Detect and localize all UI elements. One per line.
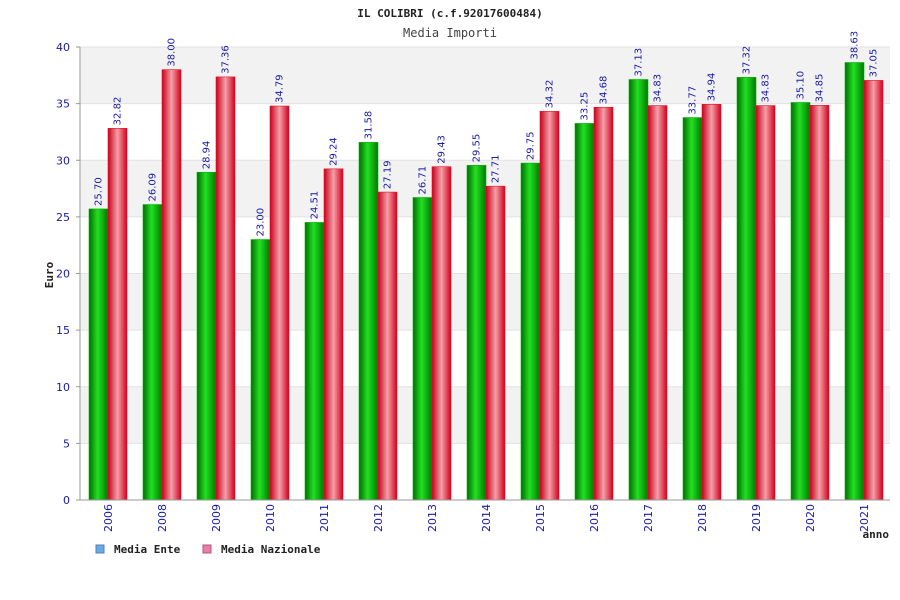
bar-media-nazionale (863, 80, 884, 501)
y-axis-ticks: 0 5 10 15 20 25 30 35 40 (56, 41, 70, 507)
bar-media-ente (520, 162, 541, 501)
y-tick-label: 25 (56, 211, 70, 224)
legend: Media Ente Media Nazionale (95, 543, 321, 556)
bar-media-nazionale (755, 105, 776, 501)
x-tick-label: 2017 (642, 504, 655, 532)
x-tick-label: 2009 (210, 504, 223, 532)
data-label: 34.83 (653, 74, 664, 103)
x-tick-label: 2018 (696, 504, 709, 532)
x-tick-label: 2014 (480, 504, 493, 532)
data-label: 23.00 (256, 208, 267, 237)
x-axis-ticks: 2006 2008 2009 2010 2011 2012 2013 2014 2015 2016… (102, 504, 871, 532)
x-tick-label: 2010 (264, 504, 277, 532)
x-axis-title: anno (863, 528, 890, 541)
bar-media-ente (628, 79, 649, 501)
y-tick-label: 5 (63, 437, 70, 450)
data-label: 37.05 (869, 49, 880, 78)
data-label: 29.43 (437, 135, 448, 164)
data-label: 31.58 (364, 111, 375, 140)
x-tick-label: 2016 (588, 504, 601, 532)
x-tick-label: 2021 (858, 504, 871, 532)
data-label: 34.83 (761, 74, 772, 103)
data-label: 24.51 (310, 191, 321, 220)
data-label: 28.94 (202, 141, 213, 170)
y-tick-label: 40 (56, 41, 70, 54)
bar-media-nazionale (701, 104, 722, 501)
data-label: 29.24 (329, 137, 340, 166)
bar-media-nazionale (377, 191, 398, 501)
x-tick-label: 2013 (426, 504, 439, 532)
data-label: 37.32 (742, 46, 753, 75)
x-tick-label: 2011 (318, 504, 331, 532)
data-label: 37.13 (634, 48, 645, 77)
x-tick-label: 2019 (750, 504, 763, 532)
bar-media-nazionale (485, 185, 506, 501)
legend-label-ente: Media Ente (114, 543, 181, 556)
y-tick-label: 20 (56, 268, 70, 281)
bar-media-nazionale (323, 168, 344, 501)
y-tick-label: 10 (56, 381, 70, 394)
bar-media-nazionale (107, 128, 128, 501)
data-label: 34.32 (545, 80, 556, 109)
bar-media-ente (142, 204, 163, 501)
y-tick-label: 15 (56, 324, 70, 337)
bar-media-ente (844, 62, 865, 501)
data-label: 34.85 (815, 74, 826, 103)
bar-media-nazionale (593, 106, 614, 501)
data-label: 27.19 (383, 160, 394, 189)
bar-media-ente (304, 222, 325, 501)
x-tick-label: 2006 (102, 504, 115, 532)
bar-media-ente (682, 117, 703, 501)
data-label: 25.70 (94, 177, 105, 206)
bar-media-ente (574, 123, 595, 501)
data-label: 32.82 (113, 97, 124, 126)
data-label: 34.94 (707, 73, 718, 102)
data-label: 29.55 (472, 134, 483, 163)
bar-media-ente (466, 165, 487, 501)
x-tick-label: 2020 (804, 504, 817, 532)
bar-media-ente (358, 142, 379, 501)
data-label: 35.10 (796, 71, 807, 100)
y-tick-label: 35 (56, 98, 70, 111)
bar-media-nazionale (431, 166, 452, 501)
x-tick-label: 2008 (156, 504, 169, 532)
legend-swatch-nazionale (202, 544, 212, 554)
legend-label-nazionale: Media Nazionale (221, 543, 321, 556)
bar-series (88, 62, 884, 501)
data-label: 38.63 (850, 31, 861, 60)
bar-media-nazionale (647, 105, 668, 501)
legend-swatch-ente (95, 544, 105, 554)
data-label: 33.77 (688, 86, 699, 115)
bar-media-nazionale (269, 105, 290, 501)
x-tick-label: 2015 (534, 504, 547, 532)
bar-media-ente (250, 239, 271, 501)
data-label: 37.36 (221, 45, 232, 74)
bar-media-ente (790, 102, 811, 501)
x-tick-label: 2012 (372, 504, 385, 532)
chart-title: IL COLIBRI (c.f.92017600484) (357, 7, 542, 20)
y-tick-label: 0 (63, 494, 70, 507)
bar-media-ente (88, 208, 109, 501)
bar-media-nazionale (809, 105, 830, 501)
data-label: 29.75 (526, 131, 537, 160)
data-label: 26.09 (148, 173, 159, 202)
bar-media-ente (196, 171, 217, 501)
data-label: 38.00 (167, 38, 178, 67)
bar-media-nazionale (161, 69, 182, 501)
chart-subtitle: Media Importi (403, 26, 497, 40)
bar-media-nazionale (215, 76, 236, 501)
data-label: 33.25 (580, 92, 591, 121)
y-tick-label: 30 (56, 154, 70, 167)
data-label: 26.71 (418, 166, 429, 195)
data-label: 27.71 (491, 155, 502, 184)
y-axis-title: Euro (43, 261, 56, 288)
data-label: 34.79 (275, 74, 286, 103)
data-labels: 25.70 32.82 26.09 38.00 28.94 37.36 23.00 34.79… (94, 31, 880, 237)
data-label: 34.68 (599, 76, 610, 105)
bar-media-nazionale (539, 111, 560, 501)
bar-media-ente (412, 197, 433, 501)
bar-media-ente (736, 77, 757, 501)
